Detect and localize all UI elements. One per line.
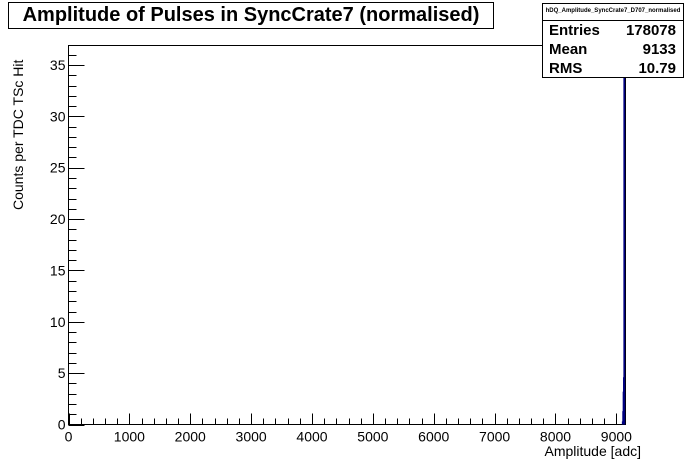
x-tick-label: 4000: [296, 429, 327, 445]
y-tick-label: 35: [50, 57, 66, 73]
x-tick-label: 6000: [418, 429, 449, 445]
x-axis-title: Amplitude [adc]: [544, 443, 642, 459]
y-axis-title: Counts per TDC TSc Hit: [10, 59, 26, 210]
stats-row-entries: Entries 178078: [543, 21, 683, 40]
stats-row-rms: RMS 10.79: [543, 59, 683, 78]
x-tick-label: 0: [65, 429, 73, 445]
y-tick-label: 15: [50, 262, 66, 278]
plot-frame: [68, 45, 626, 425]
axis-ticks: [68, 55, 617, 426]
x-tick-label: 8000: [540, 429, 571, 445]
tick-labels: 0 1000 2000 3000 4000 5000 6000 7000 8000 9000 0 5 1…: [50, 57, 632, 444]
x-tick-label: 7000: [479, 429, 510, 445]
y-tick-label: 5: [58, 365, 66, 381]
stats-histogram-name: hDQ_Amplitude_SyncCrate7_D707_normalised: [543, 4, 683, 21]
y-tick-label: 0: [58, 417, 66, 433]
x-tick-label: 2000: [175, 429, 206, 445]
chart-title: Amplitude of Pulses in SyncCrate7 (norma…: [8, 2, 494, 29]
y-tick-label: 30: [50, 108, 66, 124]
x-tick-label: 1000: [114, 429, 145, 445]
stats-label: Mean: [549, 41, 588, 58]
x-tick-label: 5000: [357, 429, 388, 445]
y-tick-label: 20: [50, 211, 66, 227]
x-tick-label: 3000: [236, 429, 267, 445]
histogram-bars: [621, 45, 626, 425]
y-tick-label: 10: [50, 314, 66, 330]
y-tick-label: 25: [50, 160, 66, 176]
stats-box: hDQ_Amplitude_SyncCrate7_D707_normalised…: [542, 3, 684, 78]
stats-label: Entries: [549, 22, 600, 39]
stats-value: 178078: [625, 22, 676, 39]
stats-value: 9133: [642, 41, 676, 58]
y-axis-title-container: Counts per TDC TSc Hit: [10, 45, 30, 210]
stats-row-mean: Mean 9133: [543, 40, 683, 59]
histogram-bin: [623, 45, 626, 425]
stats-label: RMS: [549, 60, 583, 77]
stats-value: 10.79: [638, 60, 676, 77]
x-tick-label: 9000: [601, 429, 632, 445]
